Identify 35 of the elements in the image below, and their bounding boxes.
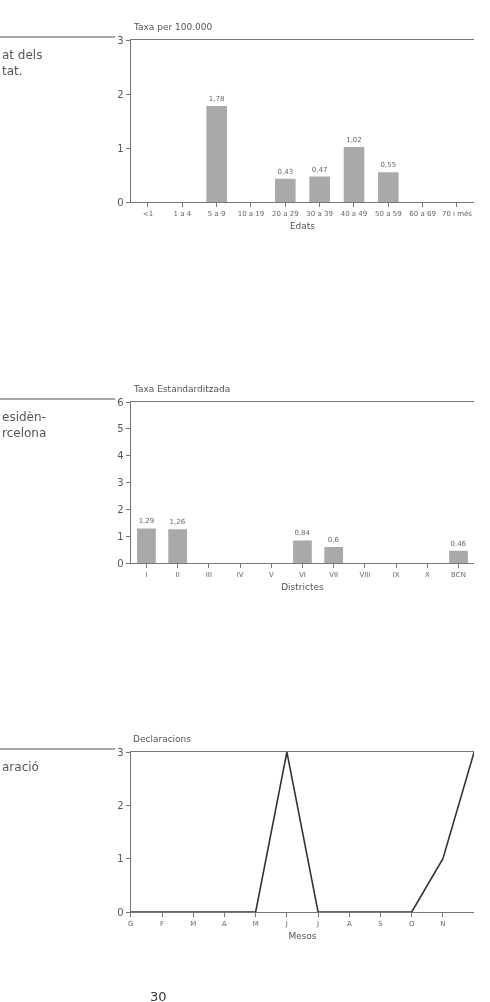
y-axis-title: Taxa per 100.000	[133, 22, 213, 32]
text: aració	[2, 760, 39, 774]
y-tick-label: 2	[117, 88, 124, 100]
bar	[206, 105, 227, 202]
y-tick-label: 1	[117, 853, 124, 865]
bar	[309, 176, 330, 202]
y-tick-label: 2	[117, 503, 124, 515]
y-tick-label: 4	[117, 450, 124, 462]
y-tick-label: 0	[117, 196, 124, 208]
y-tick-label: 3	[117, 34, 124, 46]
y-tick-label: 0	[117, 557, 124, 569]
x-axis-title: Edats	[289, 221, 316, 232]
bar	[168, 529, 188, 563]
y-tick-label: 3	[117, 746, 124, 758]
y-axis-title: Declaracions	[133, 734, 192, 744]
y-tick-label: 0	[117, 906, 124, 918]
x-axis-title: Mesos	[288, 931, 317, 942]
bar	[137, 528, 156, 563]
y-tick-label: 1	[117, 530, 124, 542]
bar	[324, 546, 344, 563]
text: 30	[150, 989, 167, 1002]
y-tick-label: 5	[117, 423, 124, 435]
y-tick-label: 6	[117, 396, 124, 408]
y-tick-label: 3	[117, 477, 124, 488]
y-axis-title: Taxa Estandarditzada	[133, 384, 231, 394]
bar	[449, 550, 468, 563]
bar	[343, 146, 365, 202]
text: esidèn- rcelona	[2, 410, 47, 440]
y-tick-label: 2	[117, 799, 124, 811]
text: at dels tat.	[2, 48, 43, 78]
bar	[378, 172, 399, 202]
x-axis-title: Districtes	[281, 582, 325, 593]
y-tick-label: 1	[117, 142, 124, 154]
bar	[293, 540, 312, 563]
bar	[275, 178, 296, 202]
